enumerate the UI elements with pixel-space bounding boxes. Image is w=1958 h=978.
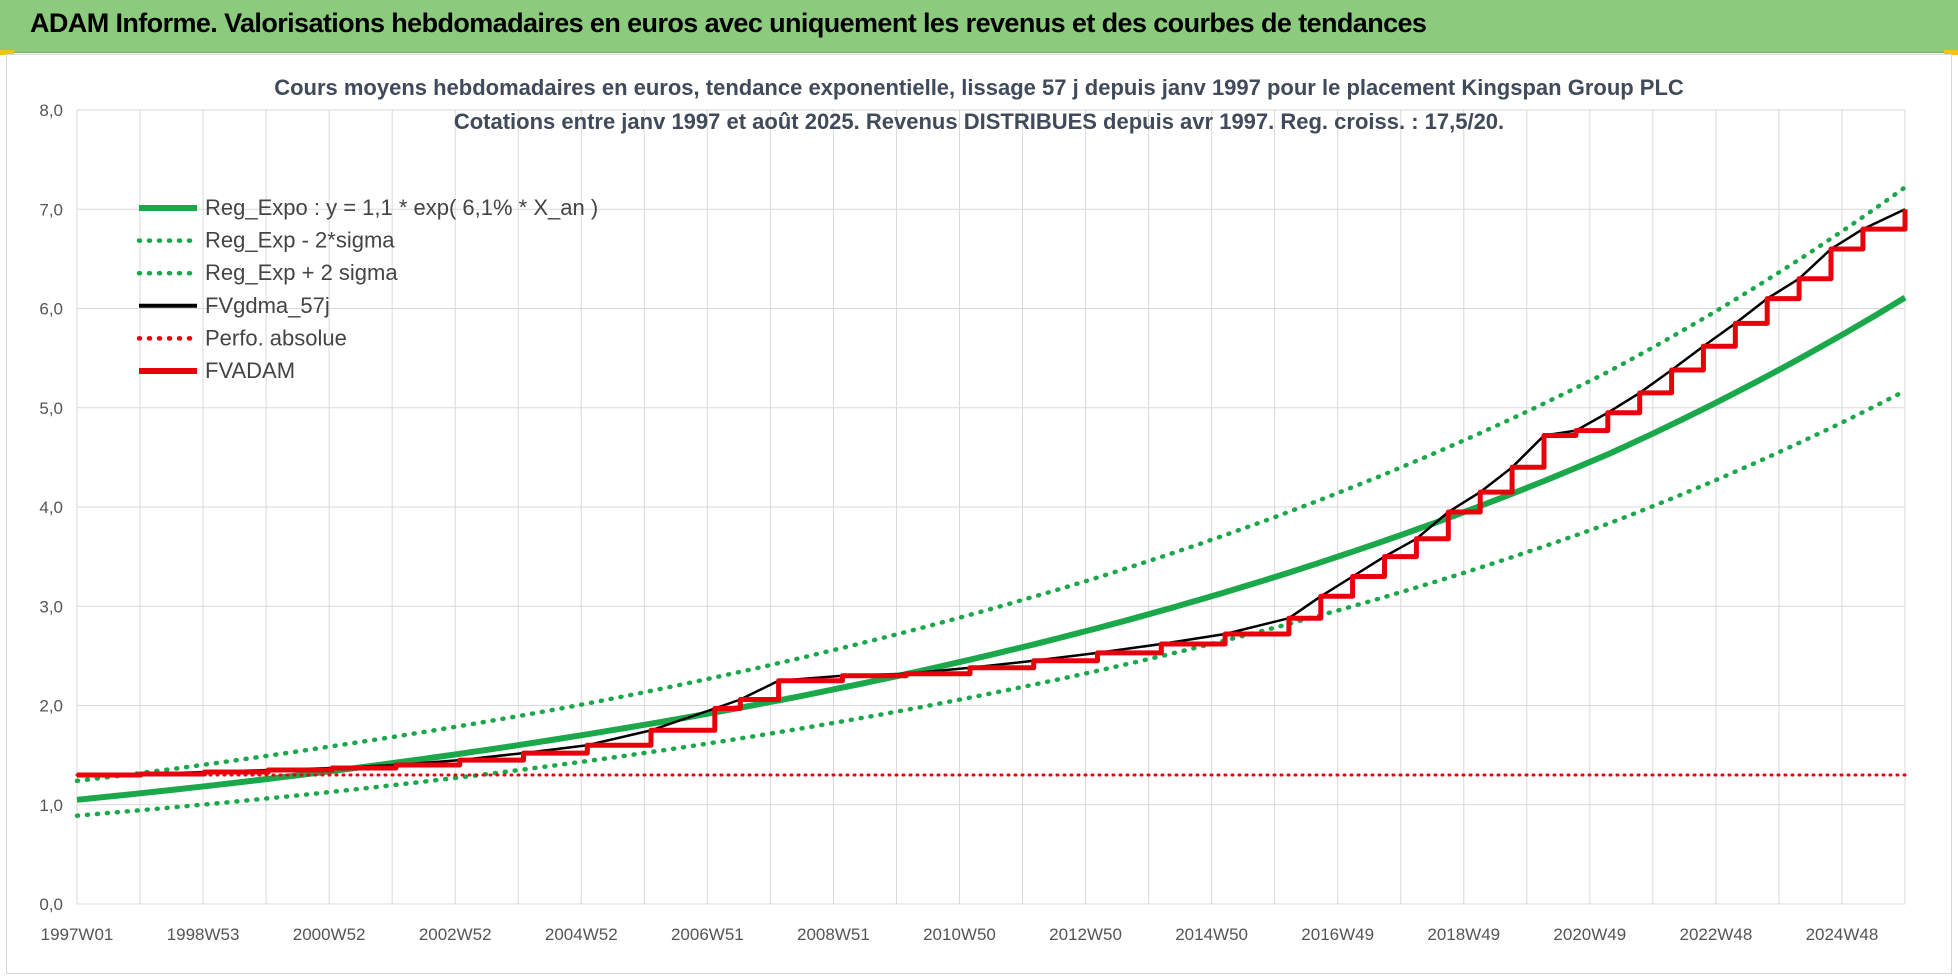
x-tick-label: 2006W51 [671, 925, 744, 944]
y-tick-label: 6,0 [39, 300, 63, 319]
x-tick-label: 2024W48 [1806, 925, 1879, 944]
y-tick-label: 2,0 [39, 697, 63, 716]
y-tick-label: 5,0 [39, 399, 63, 418]
x-tick-label: 2002W52 [419, 925, 492, 944]
x-tick-label: 2004W52 [545, 925, 618, 944]
report-banner: ADAM Informe. Valorisations hebdomadaire… [0, 0, 1958, 53]
x-tick-label: 1997W01 [41, 925, 114, 944]
y-tick-label: 3,0 [39, 597, 63, 616]
legend-label: Reg_Exp + 2 sigma [205, 260, 398, 285]
y-tick-label: 0,0 [39, 895, 63, 914]
series-reg-plus-2sigma [74, 185, 1908, 784]
chart-svg: 0,0 1,0 2,0 3,0 4,0 5,0 6,0 7,0 8,0 1997W01 1998W5… [39, 75, 1908, 944]
corner-marker-left [0, 50, 14, 55]
series-fvadam [77, 209, 1908, 778]
series-reg-expo [76, 295, 1907, 803]
y-tick-label: 8,0 [39, 101, 63, 120]
chart-area: 0,0 1,0 2,0 3,0 4,0 5,0 6,0 7,0 8,0 1997W01 1998W5… [6, 54, 1952, 974]
legend: Reg_Expo : y = 1,1 * exp( 6,1% * X_an ) R… [136, 195, 598, 383]
y-tick-label: 4,0 [39, 498, 63, 517]
tick-layer: 0,0 1,0 2,0 3,0 4,0 5,0 6,0 7,0 8,0 1997W01 1998W5… [39, 101, 1878, 944]
x-tick-label: 2012W50 [1049, 925, 1122, 944]
x-tick-label: 2014W50 [1175, 925, 1248, 944]
series-fvgdma-57j [76, 208, 1906, 777]
x-tick-label: 1998W53 [167, 925, 240, 944]
corner-marker-right [1944, 50, 1958, 55]
legend-label: Perfo. absolue [205, 325, 347, 350]
series-reg-minus-2sigma [74, 388, 1908, 818]
series-layer [74, 185, 1908, 818]
y-tick-label: 1,0 [39, 796, 63, 815]
x-tick-label: 2022W48 [1680, 925, 1753, 944]
chart-title-line2: Cotations entre janv 1997 et août 2025. … [454, 109, 1504, 134]
chart-title-line1: Cours moyens hebdomadaires en euros, ten… [274, 75, 1684, 100]
legend-label: Reg_Exp - 2*sigma [205, 228, 395, 253]
x-tick-label: 2018W49 [1427, 925, 1500, 944]
legend-label: Reg_Expo : y = 1,1 * exp( 6,1% * X_an ) [205, 195, 598, 220]
x-tick-label: 2000W52 [293, 925, 366, 944]
x-tick-label: 2008W51 [797, 925, 870, 944]
legend-label: FVADAM [205, 358, 295, 383]
y-tick-label: 7,0 [39, 200, 63, 219]
legend-label: FVgdma_57j [205, 293, 330, 318]
report-title: ADAM Informe. Valorisations hebdomadaire… [30, 8, 1427, 38]
x-tick-label: 2010W50 [923, 925, 996, 944]
x-tick-label: 2020W49 [1553, 925, 1626, 944]
x-tick-label: 2016W49 [1301, 925, 1374, 944]
